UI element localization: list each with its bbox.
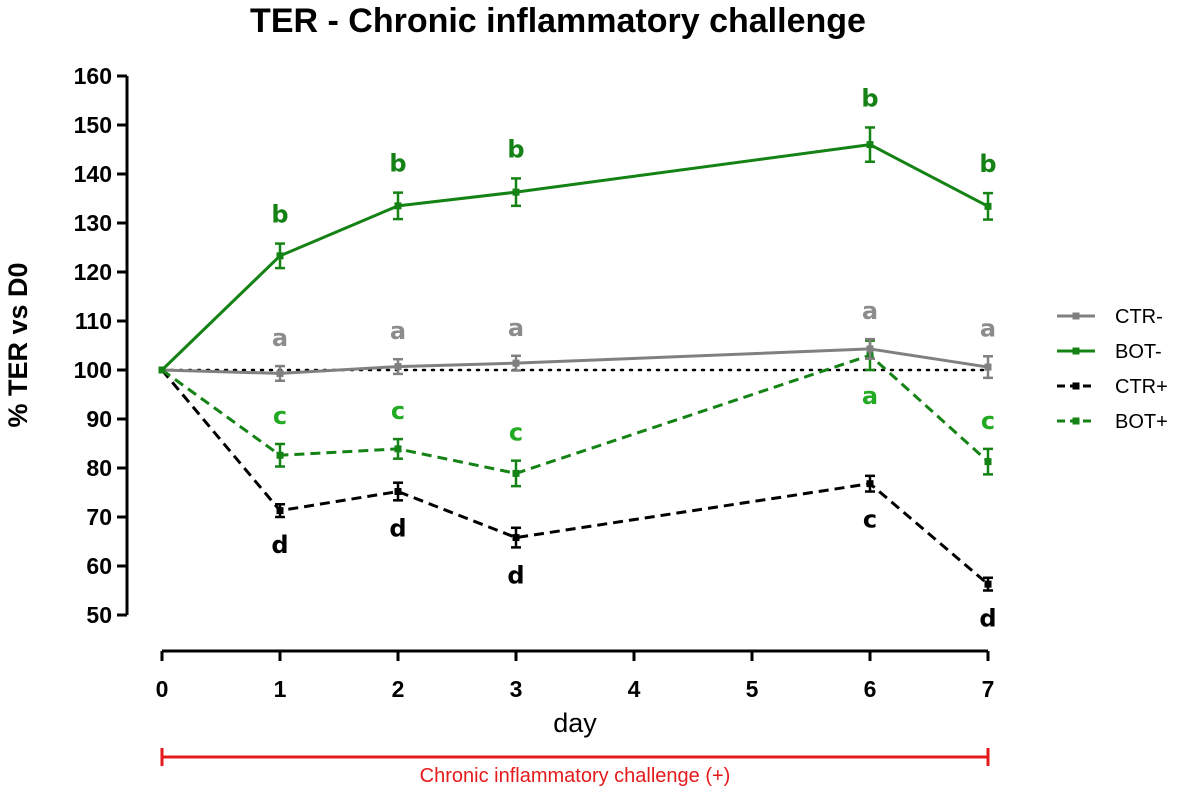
significance-letter: a (862, 297, 878, 325)
legend-item: CTR- (1057, 306, 1163, 328)
significance-letter: a (508, 314, 524, 342)
y-tick-label: 50 (86, 602, 112, 628)
y-tick-label: 100 (74, 357, 112, 383)
x-tick-label: 7 (982, 676, 995, 702)
y-tick-label: 70 (86, 504, 112, 530)
data-point (394, 363, 402, 371)
data-point (276, 369, 284, 377)
x-tick-label: 6 (864, 676, 877, 702)
data-point (394, 488, 402, 496)
series-layer (158, 126, 993, 592)
x-axis-label: day (553, 708, 597, 738)
significance-letter: c (863, 506, 877, 534)
significance-letter: c (391, 397, 405, 425)
y-tick-label: 110 (75, 308, 112, 334)
data-point (276, 451, 284, 459)
significance-letter: b (507, 135, 524, 163)
y-tick-label: 120 (74, 259, 112, 285)
challenge-bar: Chronic inflammatory challenge (+) (160, 748, 990, 787)
legend-item: CTR+ (1057, 376, 1168, 398)
x-tick-label: 5 (746, 676, 759, 702)
data-point (276, 252, 284, 260)
challenge-label: Chronic inflammatory challenge (+) (420, 765, 731, 787)
data-point (866, 141, 874, 149)
significance-letter: b (861, 84, 878, 112)
significance-letter: a (272, 324, 288, 352)
significance-letter: c (273, 402, 287, 430)
data-point (394, 202, 402, 210)
y-tick-label: 150 (74, 112, 112, 138)
x-axis: 0 1 2 3 4 5 6 7 (156, 649, 995, 702)
x-tick-label: 1 (274, 676, 287, 702)
series-line (160, 143, 989, 372)
data-point (158, 366, 166, 374)
legend-item: BOT+ (1057, 411, 1168, 433)
significance-letter: d (389, 514, 406, 542)
series-bot-minus (158, 126, 993, 374)
chart-title: TER - Chronic inflammatory challenge (250, 2, 866, 40)
significance-letter: a (390, 317, 406, 345)
data-point (512, 188, 520, 196)
legend-swatch-marker (1072, 312, 1080, 320)
series-line (161, 353, 990, 475)
significance-letter: d (507, 561, 524, 589)
significance-letter: c (981, 407, 995, 435)
x-tick-label: 2 (392, 676, 405, 702)
data-point (512, 534, 520, 542)
data-point (512, 359, 520, 367)
legend-label: CTR+ (1115, 376, 1168, 398)
data-point (866, 480, 874, 488)
data-point (866, 345, 874, 353)
data-point (984, 202, 992, 210)
series-line (161, 347, 989, 375)
significance-letters: a a a a a b b b b b d d d c d c c c a c (271, 84, 996, 632)
significance-letter: b (271, 201, 288, 229)
y-tick-label: 60 (86, 553, 112, 579)
legend-swatch-marker (1072, 382, 1080, 390)
legend-label: BOT+ (1115, 411, 1168, 433)
y-axis: 50 60 70 80 90 100 110 120 130 140 150 160 (74, 63, 129, 628)
x-tick-label: 4 (628, 676, 641, 702)
y-tick-label: 90 (86, 406, 112, 432)
legend-swatch-marker (1072, 417, 1080, 425)
significance-letter: c (509, 419, 523, 447)
x-tick-label: 0 (156, 676, 169, 702)
series-line (160, 369, 989, 586)
legend: CTR- BOT- CTR+ BOT+ (1057, 306, 1168, 433)
legend-item: BOT- (1057, 341, 1162, 363)
data-point (394, 445, 402, 453)
significance-letter: a (862, 382, 878, 410)
significance-letter: b (979, 150, 996, 178)
series-ctr-minus (158, 337, 993, 383)
y-tick-label: 160 (74, 63, 112, 89)
data-point (512, 469, 520, 477)
data-point (984, 458, 992, 466)
y-tick-label: 140 (74, 161, 112, 187)
y-tick-label: 80 (86, 455, 112, 481)
data-point (984, 580, 992, 588)
significance-letter: d (979, 605, 996, 633)
significance-letter: b (389, 150, 406, 178)
data-point (984, 363, 992, 371)
y-tick-label: 130 (74, 210, 112, 236)
y-axis-label: % TER vs D0 (3, 262, 33, 427)
significance-letter: a (980, 314, 996, 342)
legend-label: CTR- (1115, 306, 1163, 328)
significance-letter: d (271, 531, 288, 559)
x-tick-label: 3 (510, 676, 523, 702)
legend-label: BOT- (1115, 341, 1162, 363)
data-point (276, 507, 284, 515)
legend-swatch-marker (1072, 347, 1080, 355)
